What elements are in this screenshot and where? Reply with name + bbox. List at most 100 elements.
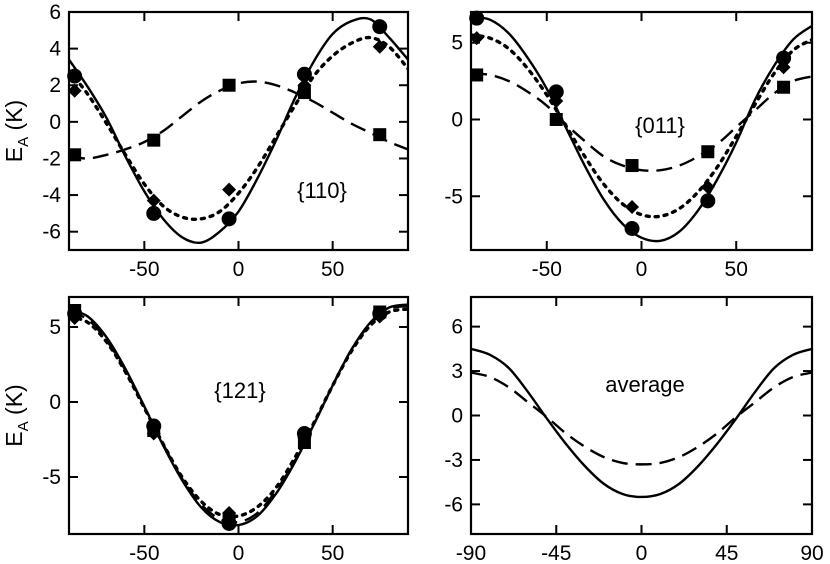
y-axis-label-main: E	[1, 147, 27, 162]
data-point-square	[222, 512, 236, 526]
series-line-dotted	[69, 35, 408, 221]
plot-frame	[469, 295, 814, 536]
x-tick-label: -45	[541, 542, 571, 564]
series-line-dashed	[69, 304, 408, 524]
data-point-square	[373, 305, 387, 319]
y-axis-label-unit: (K)	[1, 100, 27, 137]
series-line-solid	[471, 347, 812, 499]
series-group	[471, 347, 812, 499]
series-group	[69, 303, 408, 527]
data-point-square	[470, 68, 484, 82]
y-tick-label: -6	[42, 221, 61, 244]
y-tick-label: 0	[451, 108, 463, 131]
data-point-diamond	[146, 193, 161, 208]
x-tick-label: 90	[800, 542, 823, 564]
y-axis-label-sub: A	[15, 421, 32, 431]
y-axis-label-unit: (K)	[1, 384, 27, 421]
y-axis-label: EA (K)	[1, 100, 32, 162]
series-line-dashed	[471, 371, 812, 466]
y-tick-label: 6	[451, 316, 463, 339]
data-point-square	[297, 86, 311, 100]
x-tick-label: -90	[456, 542, 486, 564]
data-point-circle	[221, 211, 237, 227]
y-tick-label: -6	[444, 493, 463, 516]
series-line-solid	[69, 303, 408, 527]
y-tick-label: 0	[451, 405, 463, 428]
series-line-solid	[69, 16, 408, 245]
data-point-diamond	[549, 94, 564, 109]
data-point-diamond	[776, 60, 791, 75]
data-point-circle	[372, 19, 388, 35]
series-group	[69, 16, 408, 245]
x-tick-label: 50	[725, 258, 748, 281]
panel-3: -50 0 50-505{121}EA (K)	[1, 295, 410, 564]
x-tick-label: -50	[129, 542, 159, 564]
data-point-diamond	[222, 182, 237, 197]
series-group	[471, 15, 812, 243]
x-tick-label: 0	[636, 542, 648, 564]
y-tick-label: -5	[42, 466, 61, 489]
x-tick-label: -50	[532, 258, 562, 281]
y-tick-label: -4	[42, 184, 61, 207]
data-point-circle	[776, 50, 792, 66]
y-tick-label: 5	[49, 316, 61, 339]
y-tick-label: 5	[451, 32, 463, 55]
y-axis-label: EA (K)	[1, 384, 32, 446]
y-tick-label: -3	[444, 449, 463, 472]
x-tick-label: 50	[321, 258, 344, 281]
data-point-diamond	[372, 39, 387, 54]
data-point-square	[549, 112, 563, 126]
data-point-circle	[67, 68, 83, 84]
data-point-square	[68, 304, 82, 317]
x-tick-label: 45	[715, 542, 738, 564]
series-line-dotted	[471, 33, 812, 219]
data-point-square	[297, 436, 311, 449]
y-tick-label: -2	[42, 147, 61, 170]
data-point-square	[147, 133, 161, 147]
y-axis-label-sub: A	[15, 137, 32, 147]
panel-4: -90 -45 0 45 90 -6 -3 0 3 6 average	[444, 295, 824, 564]
data-point-circle	[700, 193, 716, 209]
plot-frame	[67, 10, 410, 252]
x-tick-label: 50	[321, 542, 344, 564]
series-line-dashed	[471, 72, 812, 172]
data-point-circle	[146, 205, 162, 221]
y-tick-label: 0	[49, 391, 61, 414]
data-point-diamond	[469, 31, 484, 46]
series-line-solid	[471, 15, 812, 243]
x-tick-label: -50	[129, 258, 159, 281]
plot-frame	[67, 295, 410, 536]
panel-label: {011}	[635, 113, 685, 138]
x-tick-label: 0	[233, 542, 245, 564]
panel-label: {110}	[297, 178, 347, 203]
data-point-diamond	[625, 200, 640, 215]
y-tick-label: -5	[444, 185, 463, 208]
data-point-square	[701, 145, 715, 159]
panel-2: -50 0 50-505{011}	[444, 10, 814, 281]
panel-1: -50 0 50 -6 -4 -2 0 2 4 6 {110} EA (K)	[1, 1, 410, 281]
data-point-circle	[624, 221, 640, 237]
data-point-circle	[296, 66, 312, 82]
data-point-square	[777, 80, 791, 94]
x-tick-label: 0	[233, 258, 245, 281]
data-point-square	[147, 424, 161, 437]
series-line-dashed	[69, 80, 408, 160]
x-tick-label: 0	[636, 258, 648, 281]
y-tick-label: 6	[49, 1, 61, 24]
panel-label: average	[605, 372, 685, 397]
data-point-circle	[469, 10, 485, 26]
data-point-square	[222, 78, 236, 92]
data-point-square	[373, 128, 387, 142]
y-tick-label: 0	[49, 111, 61, 134]
data-point-square	[625, 159, 639, 173]
data-point-diamond	[700, 180, 715, 195]
data-point-diamond	[67, 83, 82, 98]
panel-label: {121}	[214, 378, 265, 403]
data-point-circle	[548, 84, 564, 100]
y-tick-label: 3	[451, 360, 463, 383]
y-tick-label: 4	[49, 38, 61, 61]
y-axis-label-main: E	[1, 431, 27, 446]
y-tick-label: 2	[49, 74, 61, 97]
data-point-square	[68, 148, 82, 162]
